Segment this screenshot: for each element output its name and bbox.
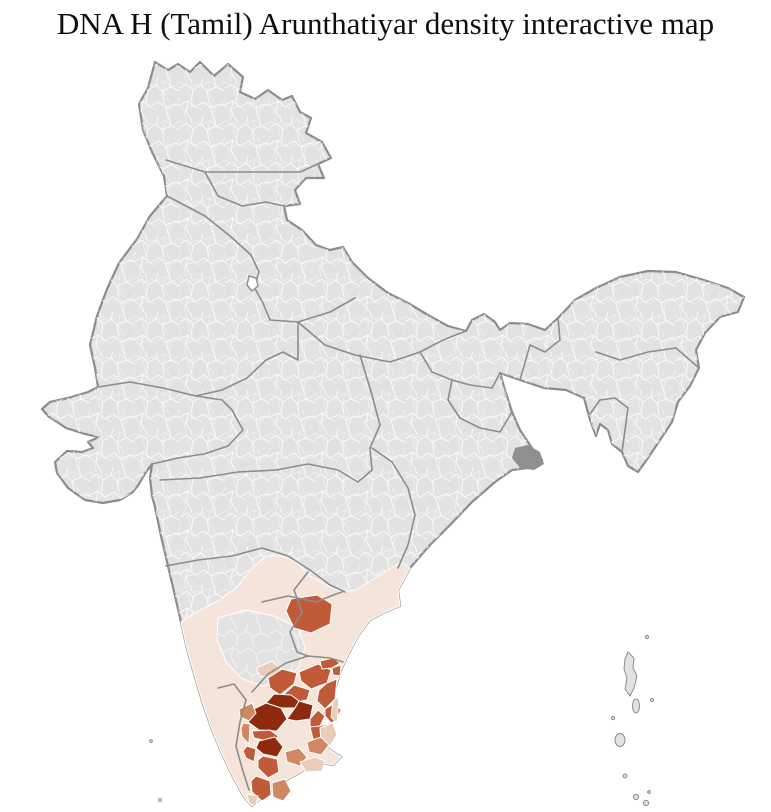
district-tn-theni[interactable] [242,745,257,763]
lakshadweep-islands[interactable] [149,739,162,802]
page-title: DNA H (Tamil) Arunthatiyar density inter… [56,6,715,41]
district-tn-kanyakumari[interactable] [246,793,259,807]
district-tn-namakkal[interactable] [309,709,326,728]
district-tn-nagapattinam[interactable] [330,696,340,724]
choropleth-districts[interactable] [238,594,342,807]
district-tn-ramanathapuram[interactable] [299,756,326,773]
district-tn-pudukkottai[interactable] [306,736,330,756]
district-tn-tirunelveli[interactable] [250,775,272,802]
district-tn-erode[interactable] [286,700,314,722]
district-boundary-texture [42,62,744,806]
state-borders [97,159,700,791]
district-tn-ghat-strip[interactable] [240,722,251,745]
district-tn-thoothukudi[interactable] [271,778,292,802]
andaman-nicobar-islands[interactable] [610,634,655,807]
sundarbans-delta-shade [512,445,544,470]
district-delhi[interactable] [246,275,259,292]
pocket-texture [217,610,305,686]
district-tn-dharmapuri[interactable] [267,668,298,696]
district-ap-coastal[interactable] [285,594,333,634]
district-tn-chennai[interactable] [331,664,342,677]
district-tn-virudhunagar[interactable] [257,755,280,779]
district-tn-madurai[interactable] [255,736,284,758]
